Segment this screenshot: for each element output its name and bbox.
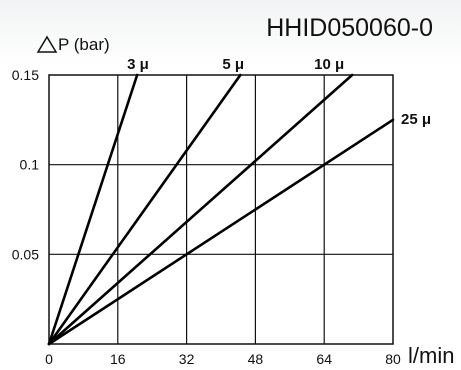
- x-axis-title: l/min: [408, 343, 454, 368]
- series-line-1: [47, 73, 139, 346]
- chart-title: HHID050060-0: [266, 14, 433, 42]
- x-tick-label: 64: [316, 351, 332, 367]
- series-label-2: 5 μ: [222, 56, 244, 73]
- x-tick-labels: 0 16 32 48 64 80: [45, 351, 401, 367]
- x-tick-label: 48: [248, 351, 264, 367]
- y-tick-label: 0.1: [20, 157, 40, 173]
- series-line-3: [47, 73, 354, 346]
- x-tick-label: 80: [385, 351, 401, 367]
- y-axis-title-text: P (bar): [58, 35, 110, 54]
- x-tick-label: 32: [179, 351, 195, 367]
- y-tick-labels: 0.05 0.1 0.15: [12, 67, 39, 262]
- series-label-1: 3 μ: [127, 56, 149, 73]
- series-layer: [47, 73, 395, 346]
- series-label-layer: 3 μ 5 μ 10 μ 25 μ: [127, 56, 431, 128]
- plot-frame: [48, 74, 394, 345]
- y-tick-label: 0.15: [12, 67, 39, 83]
- y-tick-label: 0.05: [12, 246, 39, 262]
- y-axis-title: P (bar): [36, 35, 110, 54]
- series-label-4: 25 μ: [401, 111, 431, 128]
- delta-icon: [36, 35, 58, 53]
- x-tick-label: 0: [45, 351, 53, 367]
- x-tick-label: 16: [110, 351, 126, 367]
- series-line-2: [47, 73, 242, 346]
- series-line-4: [47, 118, 395, 346]
- grid-lines: [49, 75, 393, 344]
- series-label-3: 10 μ: [314, 56, 344, 73]
